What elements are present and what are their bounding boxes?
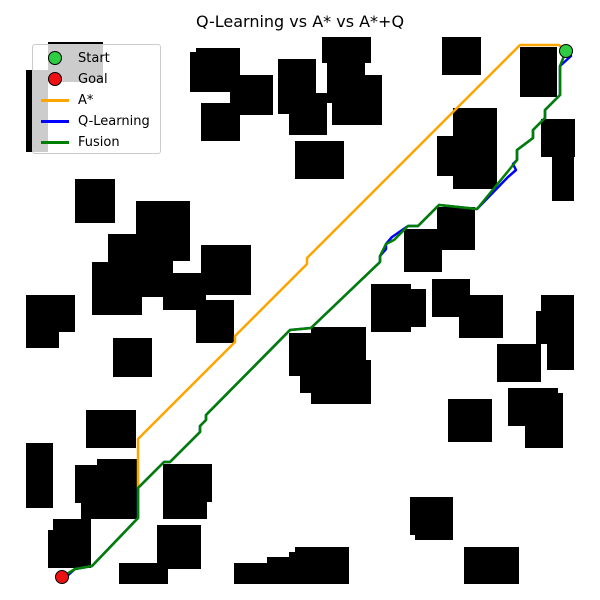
qlearning-line-icon [41,113,69,129]
obstacle [163,481,207,519]
legend-item-goal: Goal [41,70,108,88]
obstacle [453,108,497,189]
obstacle [497,344,541,382]
obstacle [552,157,574,201]
obstacle [201,103,240,141]
obstacle [212,275,251,295]
legend-label-goal: Goal [78,71,108,87]
legend-item-qlearning: Q-Learning [41,112,150,130]
obstacle [75,179,115,223]
obstacle [448,399,492,442]
legend-label-qlearning: Q-Learning [78,113,150,129]
markers-layer [55,44,573,584]
obstacle [295,141,344,179]
legend-label-start: Start [78,50,110,66]
obstacle [525,393,563,448]
legend: Start Goal A* Q-Learning Fusion [32,44,161,154]
obstacle [547,333,574,370]
obstacle [196,48,240,58]
astar-line-icon [41,92,69,108]
obstacles-layer [26,37,575,584]
legend-label-astar: A* [78,92,94,108]
obstacle [311,360,371,404]
chart-title: Q-Learning vs A* vs A*+Q [195,12,405,31]
obstacle [541,119,575,157]
obstacle [26,320,59,348]
obstacle [157,525,201,569]
legend-item-start: Start [41,49,110,67]
legend-label-fusion: Fusion [78,134,120,150]
obstacle [26,443,53,508]
obstacle [53,519,91,549]
obstacle [415,519,453,540]
obstacle [289,93,327,135]
obstacle [464,547,519,584]
series-a-path [136,43,568,490]
legend-item-fusion: Fusion [41,133,120,151]
obstacle [332,75,382,125]
obstacle [322,37,371,63]
obstacle [295,547,349,584]
obstacle [86,410,136,448]
obstacle [81,487,137,519]
obstacle [404,229,442,272]
start-marker-icon [41,50,69,66]
goal-marker-icon [41,71,69,87]
obstacle [459,295,503,338]
goal-marker [55,570,69,584]
obstacle [196,300,234,343]
paths-layer [60,43,573,579]
series-fusion-path [60,49,568,579]
legend-item-astar: A* [41,91,93,109]
obstacle [119,563,168,584]
obstacle [113,338,152,377]
obstacle [520,47,557,97]
obstacle [437,207,475,250]
start-marker [559,44,573,58]
obstacle [442,37,481,75]
obstacle [371,289,426,327]
fusion-line-icon [41,134,69,150]
